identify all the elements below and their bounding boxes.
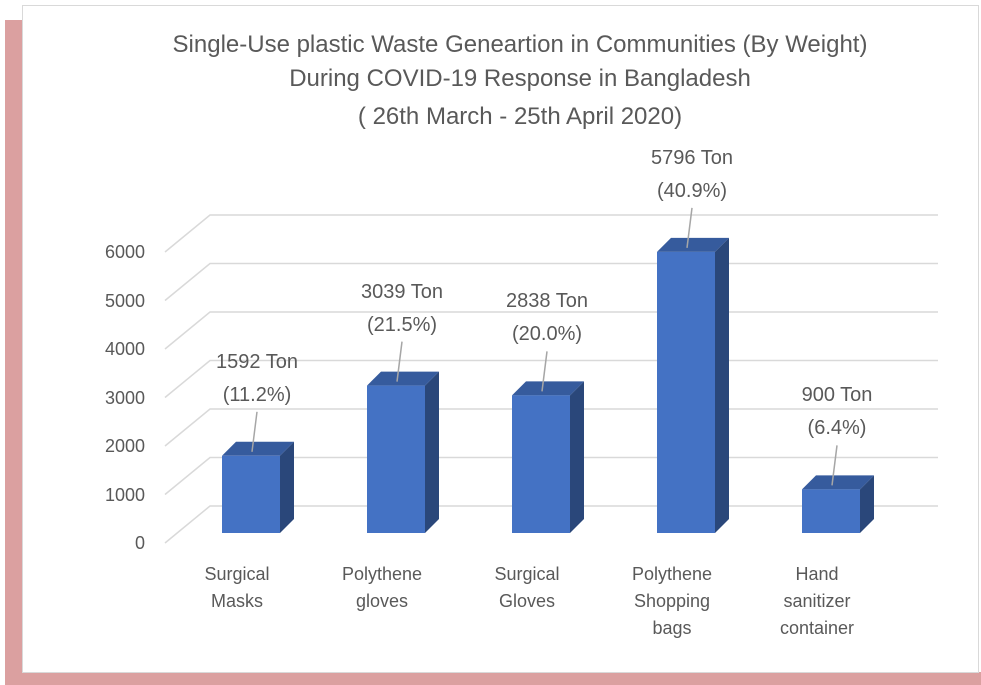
y-tick-label: 5000 (104, 290, 145, 311)
shadow (5, 20, 25, 685)
y-tick-label: 6000 (104, 242, 145, 262)
bar-side (280, 441, 294, 533)
bar-top (512, 381, 584, 396)
bar (802, 489, 860, 533)
x-tick-label: Hand sanitizer container (779, 564, 855, 638)
card (22, 5, 979, 673)
leader-line (396, 341, 403, 382)
bar-side (570, 381, 584, 533)
leader-line (251, 411, 258, 452)
x-tick-label: Surgical Masks (204, 564, 270, 611)
bar-top (222, 441, 294, 456)
x-tick-label: Surgical Gloves (494, 564, 560, 611)
data-label: 900 Ton (6.4%) (801, 384, 873, 440)
bar (222, 455, 280, 533)
bar (657, 251, 715, 534)
data-label: 3039 Ton (21.5%) (361, 280, 443, 336)
data-label: 1592 Ton (11.2%) (216, 350, 298, 406)
bar (367, 385, 425, 533)
y-tick-label: 2000 (104, 436, 145, 456)
bar (512, 395, 570, 533)
data-label: 2838 Ton (20.0%) (506, 290, 588, 346)
shadow (5, 672, 981, 685)
y-tick-label: 4000 (104, 339, 145, 359)
y-tick-label: 3000 (104, 387, 145, 408)
y-tick-label: 0 (134, 533, 145, 553)
bar-top (802, 475, 874, 490)
bar-top (367, 371, 439, 386)
bar-side (715, 237, 729, 534)
x-tick-label: Polythene Shopping bags (631, 564, 713, 638)
x-tick-label: Polythene gloves (341, 564, 423, 611)
grid-line (164, 214, 938, 253)
bar-side (860, 475, 874, 533)
leader-line (831, 445, 838, 486)
leader-line (686, 207, 693, 248)
chart-subtitle: ( 26th March - 25th April 2020) (357, 103, 683, 130)
y-tick-label: 1000 (104, 484, 145, 505)
data-label: 5796 Ton (40.9%) (651, 146, 733, 202)
leader-line (541, 351, 548, 392)
chart-title: Single-Use plastic Waste Geneartion in C… (172, 31, 868, 92)
bar-top (657, 237, 729, 252)
bar-side (425, 371, 439, 533)
